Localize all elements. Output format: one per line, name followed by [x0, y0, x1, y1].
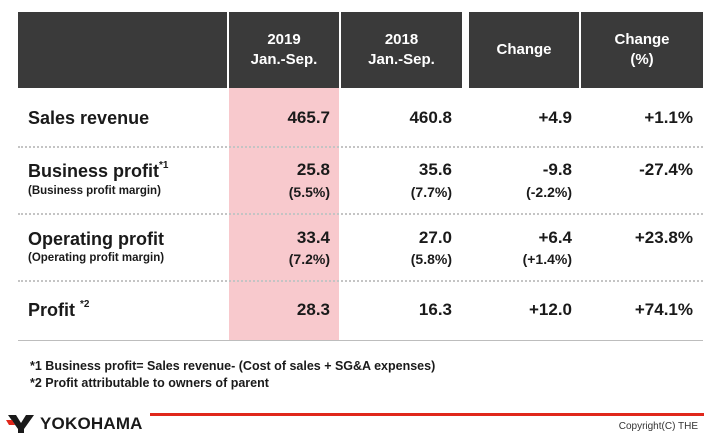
header-2018: 2018 Jan.-Sep.: [341, 12, 462, 88]
header-2019-period: Jan.-Sep.: [250, 51, 318, 68]
operating-profit-margin-change: (+1.4%): [522, 251, 572, 267]
header-2019: 2019 Jan.-Sep.: [229, 12, 339, 88]
footer-red-line: [150, 413, 704, 416]
logo-text: YOKOHAMA: [40, 414, 143, 433]
sales-revenue-change-pct: +1.1%: [644, 108, 693, 127]
profit-2018: 16.3: [418, 300, 452, 319]
business-profit-margin-2018: (7.7%): [410, 184, 452, 200]
row-business-profit-label: Business profit*1: [28, 161, 168, 182]
sales-revenue-change: +4.9: [538, 108, 572, 127]
business-profit-margin-label: (Business profit margin): [28, 185, 161, 197]
header-change: Change: [469, 12, 579, 88]
header-change-label: Change: [496, 41, 552, 58]
sales-revenue-2018: 460.8: [409, 108, 452, 127]
business-profit-2019: 25.8: [296, 160, 330, 179]
operating-profit-change: +6.4: [538, 228, 572, 247]
row-sales-revenue-label: Sales revenue: [28, 108, 150, 128]
business-profit-label-text: Business profit: [28, 161, 160, 181]
business-profit-change-pct: -27.4%: [639, 160, 693, 179]
footnote-1: *1 Business profit= Sales revenue- (Cost…: [30, 359, 436, 373]
operating-profit-margin-label: (Operating profit margin): [28, 252, 165, 264]
business-profit-change: -9.8: [542, 160, 572, 179]
row-divider: [18, 213, 703, 215]
header-blank-cell: [18, 12, 227, 88]
operating-profit-2019: 33.4: [296, 228, 330, 247]
row-operating-profit-label: Operating profit: [28, 229, 164, 249]
sales-revenue-2019: 465.7: [287, 108, 330, 127]
header-change-pct: Change (%): [581, 12, 703, 88]
operating-profit-2018: 27.0: [418, 228, 452, 247]
footnote-ref-1: *1: [159, 160, 169, 171]
business-profit-margin-2019: (5.5%): [288, 184, 330, 200]
business-profit-2018: 35.6: [418, 160, 452, 179]
header-change-pct-unit: (%): [630, 51, 654, 68]
row-divider: [18, 146, 703, 148]
copyright-text: Copyright(C) THE: [618, 421, 698, 432]
header-2018-period: Jan.-Sep.: [368, 51, 435, 68]
header-change-pct-label: Change: [614, 31, 670, 48]
yokohama-logo-mark-icon: [6, 415, 34, 433]
operating-profit-margin-2018: (5.8%): [410, 251, 452, 267]
profit-change-pct: +74.1%: [634, 300, 693, 319]
profit-change: +12.0: [528, 300, 572, 319]
yokohama-logo: YOKOHAMA: [6, 413, 143, 435]
profit-label-text: Profit: [28, 300, 80, 320]
operating-profit-margin-2019: (7.2%): [288, 251, 330, 267]
footnote-2: *2 Profit attributable to owners of pare…: [30, 376, 269, 390]
footnote-ref-2: *2: [80, 299, 90, 310]
operating-profit-change-pct: +23.8%: [634, 228, 693, 247]
business-profit-margin-change: (-2.2%): [526, 184, 572, 200]
header-2019-year: 2019: [267, 31, 301, 48]
profit-2019: 28.3: [296, 300, 330, 319]
table-bottom-border: [18, 340, 703, 341]
header-2018-year: 2018: [384, 31, 419, 48]
row-divider: [18, 280, 703, 282]
row-profit-label: Profit *2: [28, 300, 89, 321]
